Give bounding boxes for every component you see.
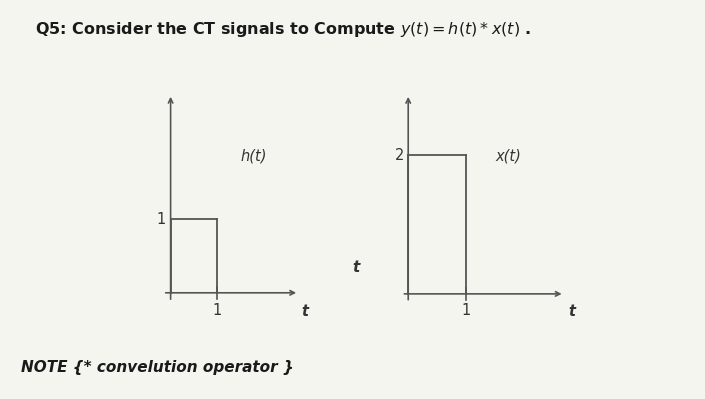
Text: x(t): x(t) <box>496 149 521 164</box>
Text: t: t <box>302 304 309 319</box>
Text: t: t <box>568 304 575 319</box>
Text: t: t <box>352 260 360 275</box>
Text: 1: 1 <box>462 303 471 318</box>
Text: 2: 2 <box>395 148 404 162</box>
Text: NOTE {* convelution operator }: NOTE {* convelution operator } <box>21 360 294 375</box>
Text: Q5: Consider the CT signals to Compute $y(t) = h(t) * x(t)$ .: Q5: Consider the CT signals to Compute $… <box>35 20 532 39</box>
Text: 1: 1 <box>212 303 222 318</box>
Text: 1: 1 <box>157 211 166 227</box>
Text: h(t): h(t) <box>240 148 267 163</box>
